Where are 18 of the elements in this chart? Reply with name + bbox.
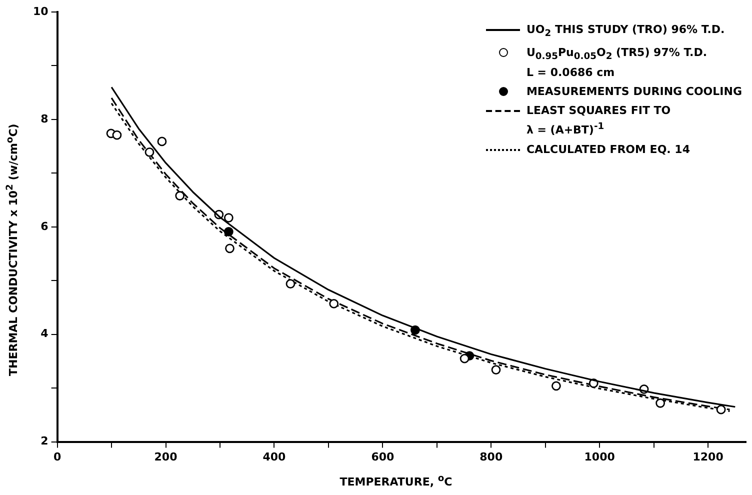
x-tick-label: 200	[154, 450, 178, 464]
legend-label: U$_{0.95}$Pu$_{0.05}$O$_{2}$ (TR5) 97% T.D. L = 0.0686 cm	[526, 45, 708, 82]
legend-label: CALCULATED FROM EQ. 14	[526, 142, 690, 158]
y-tick-label: 6	[40, 220, 49, 233]
x-tick-label: 1200	[692, 450, 724, 464]
legend-label: LEAST SQUARES FIT TO λ = (A+BT)$^{-1}$	[526, 103, 671, 140]
x-tick-label: 1000	[584, 450, 616, 464]
x-tick-label: 0	[53, 450, 62, 464]
x-tick-label: 600	[371, 450, 394, 464]
x-axis-title: TEMPERATURE, $^{o}$C	[338, 473, 454, 489]
y-tick-label: 10	[32, 4, 49, 18]
legend-label: UO$_{2}$ THIS STUDY (TRO) 96% T.D.	[526, 22, 725, 42]
y-tick-label: 8	[40, 112, 48, 126]
x-tick-label: 400	[262, 450, 286, 464]
legend-label: MEASUREMENTS DURING COOLING	[526, 84, 742, 100]
x-tick-label: 800	[480, 450, 503, 464]
y-tick-label: 4	[40, 327, 49, 340]
y-tick-label: 2	[40, 434, 48, 448]
